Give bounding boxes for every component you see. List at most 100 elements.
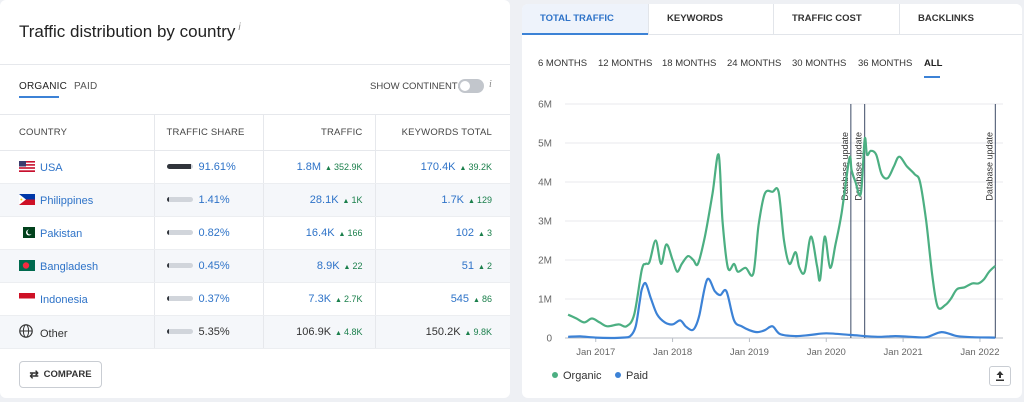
country-name[interactable]: Pakistan xyxy=(40,227,83,240)
annotation-label: Database update xyxy=(854,132,864,201)
traffic-share-value: 1.41% xyxy=(198,194,230,206)
traffic-share-bar-fill xyxy=(166,164,191,169)
swap-arrows-icon: ⇄ xyxy=(29,369,39,381)
keywords-value[interactable]: 170.4K xyxy=(420,161,456,173)
traffic-share-bar xyxy=(166,164,193,169)
traffic-share-bar-fill xyxy=(166,197,169,202)
traffic-delta: 2.7K xyxy=(335,294,362,304)
range-18-months[interactable]: 18 MONTHS xyxy=(662,58,717,69)
tab-total-traffic[interactable]: TOTAL TRAFFIC xyxy=(522,4,648,35)
table-row: Bangladesh 0.45% 8.9K 22 512 xyxy=(0,249,510,283)
traffic-value[interactable]: 1.8M xyxy=(296,161,322,173)
traffic-share-cell: 0.82% xyxy=(153,216,263,250)
traffic-share-bar xyxy=(166,230,193,235)
range-30-months[interactable]: 30 MONTHS xyxy=(792,58,847,69)
keywords-delta: 3 xyxy=(478,228,492,238)
show-continents-label: SHOW CONTINENTS xyxy=(370,81,464,92)
y-tick-label: 5M xyxy=(538,139,552,150)
traffic-chart-panel: TOTAL TRAFFIC KEYWORDS TRAFFIC COST BACK… xyxy=(522,4,1022,398)
tab-traffic-cost[interactable]: TRAFFIC COST xyxy=(773,4,899,35)
country-name: Other xyxy=(40,328,68,340)
table-row: Pakistan 0.82% 16.4K 166 1023 xyxy=(0,216,510,250)
country-name[interactable]: Bangladesh xyxy=(40,260,99,273)
traffic-share-bar-fill xyxy=(166,230,169,235)
col-keywords-total[interactable]: KEYWORDS TOTAL xyxy=(374,114,510,151)
country-cell: Philippines xyxy=(0,183,154,217)
range-36-months[interactable]: 36 MONTHS xyxy=(858,58,913,69)
compare-button[interactable]: ⇄ COMPARE xyxy=(19,361,102,388)
toggle-knob xyxy=(460,81,470,91)
bd-flag-icon xyxy=(19,259,35,271)
show-continents-toggle[interactable] xyxy=(458,79,484,93)
keywords-value[interactable]: 102 xyxy=(455,227,475,239)
x-tick-label: Jan 2018 xyxy=(653,347,692,358)
range-24-months[interactable]: 24 MONTHS xyxy=(727,58,782,69)
show-continents-info-icon[interactable]: i xyxy=(489,79,492,90)
country-cell: Indonesia xyxy=(0,282,154,316)
active-range-indicator xyxy=(924,76,940,78)
traffic-share-bar-fill xyxy=(166,296,169,301)
title-info-icon[interactable]: i xyxy=(238,22,241,34)
keywords-value[interactable]: 51 xyxy=(461,260,475,272)
traffic-delta: 166 xyxy=(339,228,363,238)
annotation-label: Database update xyxy=(984,132,994,201)
traffic-value: 106.9K xyxy=(296,326,332,338)
traffic-line-chart: 0 1M 2M 3M 4M 5M 6M Jan 2017 Jan 2018 Jan 2019 Jan… xyxy=(538,100,1003,358)
legend-paid[interactable]: Paid xyxy=(615,370,648,382)
col-traffic-share[interactable]: TRAFFIC SHARE xyxy=(153,114,263,151)
keywords-value[interactable]: 545 xyxy=(450,293,470,305)
col-country[interactable]: COUNTRY xyxy=(0,114,154,151)
range-all[interactable]: ALL xyxy=(924,58,943,69)
traffic-value[interactable]: 7.3K xyxy=(308,293,332,305)
country-cell: Other xyxy=(0,315,154,349)
traffic-share-bar xyxy=(166,263,193,268)
keywords-cell: 1023 xyxy=(374,216,510,250)
tab-organic[interactable]: ORGANIC xyxy=(19,81,68,92)
legend-organic[interactable]: Organic xyxy=(552,370,602,382)
series-line-paid xyxy=(568,277,996,340)
panel-title: Traffic distribution by country i xyxy=(19,22,241,42)
compare-label: COMPARE xyxy=(43,369,92,380)
country-name[interactable]: Indonesia xyxy=(40,293,88,306)
y-tick-label: 2M xyxy=(538,256,552,267)
country-name[interactable]: Philippines xyxy=(40,194,94,207)
tab-keywords[interactable]: KEYWORDS xyxy=(648,4,773,35)
keywords-delta: 39.2K xyxy=(460,162,492,172)
col-traffic[interactable]: TRAFFIC xyxy=(262,114,375,151)
annotation-label: Database update xyxy=(840,132,850,201)
country-table: COUNTRY TRAFFIC SHARE TRAFFIC KEYWORDS T… xyxy=(0,114,510,349)
keywords-delta: 129 xyxy=(468,195,492,205)
export-button[interactable] xyxy=(989,366,1011,386)
country-cell: Pakistan xyxy=(0,216,154,250)
tab-backlinks[interactable]: BACKLINKS xyxy=(899,4,1022,35)
table-row: USA 91.61% 1.8M352.9K 170.4K 39.2K xyxy=(0,150,510,184)
keywords-cell: 170.4K 39.2K xyxy=(374,150,510,184)
y-tick-label: 4M xyxy=(538,178,552,189)
organic-dot-icon xyxy=(552,372,558,378)
keywords-cell: 1.7K129 xyxy=(374,183,510,217)
range-6-months[interactable]: 6 MONTHS xyxy=(538,58,588,69)
traffic-share-bar xyxy=(166,296,193,301)
traffic-share-bar xyxy=(166,197,193,202)
traffic-delta: 1K xyxy=(343,195,363,205)
traffic-delta: 4.8K xyxy=(335,327,362,337)
keywords-cell: 150.2K 9.8K xyxy=(374,315,510,349)
traffic-share-bar xyxy=(166,329,193,334)
traffic-value[interactable]: 8.9K xyxy=(316,260,340,272)
traffic-value[interactable]: 16.4K xyxy=(305,227,335,239)
traffic-value[interactable]: 28.1K xyxy=(309,194,339,206)
traffic-share-value: 0.37% xyxy=(198,293,230,305)
traffic-share-bar-fill xyxy=(166,263,169,268)
keywords-value[interactable]: 1.7K xyxy=(441,194,465,206)
traffic-cell: 1.8M352.9K xyxy=(262,150,375,184)
x-tick-label: Jan 2017 xyxy=(576,347,615,358)
traffic-share-cell: 91.61% xyxy=(153,150,263,184)
range-12-months[interactable]: 12 MONTHS xyxy=(598,58,653,69)
table-row: Other 5.35% 106.9K4.8K 150.2K 9.8K xyxy=(0,315,510,349)
y-tick-label: 0 xyxy=(546,334,552,345)
tab-paid[interactable]: PAID xyxy=(74,81,98,92)
traffic-share-bar-fill xyxy=(166,329,169,334)
panel-title-text: Traffic distribution by country xyxy=(19,22,236,41)
country-name[interactable]: USA xyxy=(40,161,63,174)
